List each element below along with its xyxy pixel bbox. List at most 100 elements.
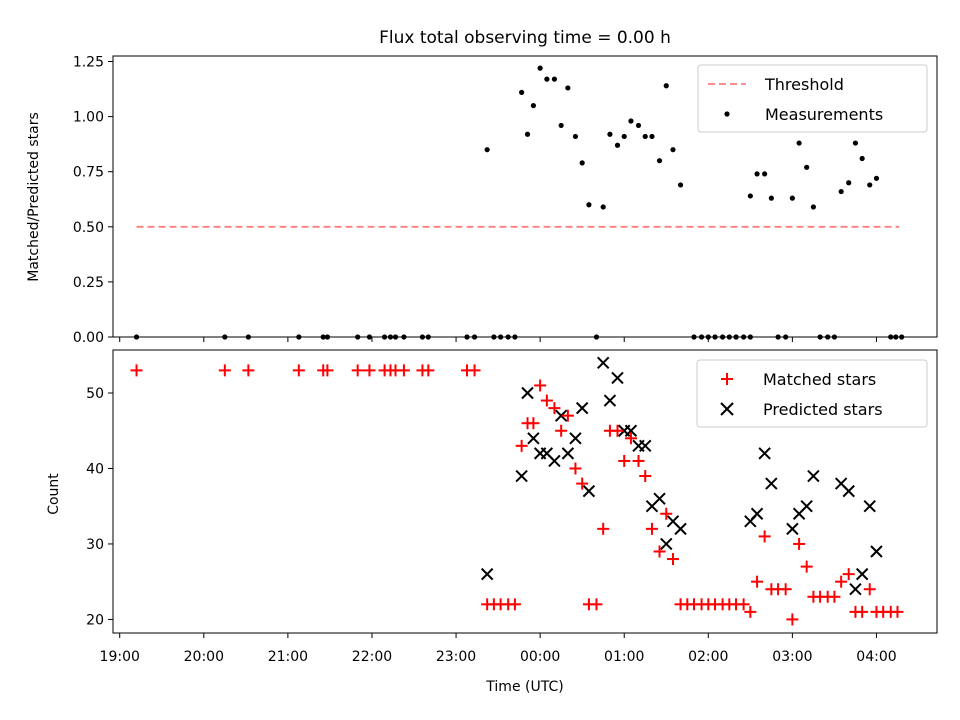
matched-star-point <box>800 560 813 573</box>
measurement-point <box>586 202 592 208</box>
predicted-star-point <box>521 386 534 400</box>
measurement-point <box>600 204 606 210</box>
measurement-point <box>614 142 621 148</box>
ratio-legend-box <box>697 64 928 133</box>
matched-star-point <box>515 439 528 452</box>
count-x-tick-label: 04:00 <box>856 649 896 665</box>
matched-star-point <box>218 364 231 377</box>
predicted-star-point <box>639 439 652 453</box>
predicted-star-point <box>603 394 617 407</box>
ratio-legend: Threshold Measurements <box>697 64 928 133</box>
measurement-point <box>796 140 802 146</box>
count-x-tick-label: 03:00 <box>772 649 812 665</box>
matched-star-point <box>645 522 658 535</box>
measurement-point <box>649 133 655 140</box>
matched-star-point <box>555 424 568 437</box>
matched-star-point <box>786 613 799 626</box>
matched-star-point <box>751 575 764 588</box>
count-x-tick-label: 21:00 <box>268 649 308 665</box>
matched-star-point <box>828 590 841 603</box>
matched-star-point <box>618 454 631 467</box>
measurement-point <box>838 188 844 195</box>
measurement-point <box>867 182 873 188</box>
measurement-point <box>524 131 531 137</box>
matched-star-point <box>548 402 561 415</box>
measurement-point <box>754 171 760 177</box>
matched-star-point <box>624 432 637 445</box>
predicted-star-point <box>569 432 582 445</box>
predicted-star-point <box>870 545 883 558</box>
ratio-y-tick-label: 0.50 <box>73 220 104 236</box>
matched-star-point <box>468 364 481 377</box>
matched-star-point <box>660 507 673 520</box>
ratio-panel: Flux total observing time = 0.00 h Match… <box>26 28 938 346</box>
measurement-point <box>768 195 774 201</box>
predicted-star-point <box>611 371 624 385</box>
matched-star-point <box>632 454 645 467</box>
count-x-tick-label: 22:00 <box>352 649 392 665</box>
measurement-point <box>551 76 558 82</box>
matched-star-point <box>758 530 771 543</box>
ratio-y-tick-label: 1.00 <box>73 110 104 126</box>
ratio-y-tick-label: 0.25 <box>73 275 104 291</box>
count-y-tick-label: 50 <box>86 386 104 402</box>
matched-star-point <box>321 364 334 377</box>
matched-star-point <box>891 605 904 618</box>
predicted-star-point <box>674 522 687 536</box>
matched-star-point <box>397 364 410 377</box>
matched-star-point <box>130 364 143 377</box>
legend-measurements-label: Measurements <box>765 105 883 124</box>
matched-star-point <box>835 575 848 588</box>
count-x-tick-label: 19:00 <box>100 649 140 665</box>
predicted-star-point <box>842 484 855 498</box>
measurement-point <box>762 171 768 177</box>
ratio-y-tick-label: 0.00 <box>73 330 104 346</box>
predicted-star-point <box>554 409 568 422</box>
count-x-tick-label: 01:00 <box>604 649 644 665</box>
measurement-point <box>628 118 634 124</box>
matched-star-point <box>534 379 547 392</box>
count-y-axis-label: Count <box>46 473 62 515</box>
matched-star-point <box>363 364 376 377</box>
count-x-tick-label: 23:00 <box>436 649 476 665</box>
predicted-star-point <box>807 469 820 483</box>
matched-star-point <box>653 545 666 558</box>
count-y-tick-label: 40 <box>86 461 104 477</box>
predicted-star-point <box>624 424 638 437</box>
predicted-star-point <box>849 583 862 596</box>
matched-star-point <box>779 583 792 596</box>
legend-threshold-label: Threshold <box>764 75 844 94</box>
legend-predicted-label: Predicted stars <box>763 400 883 419</box>
count-y-tick-label: 30 <box>86 537 104 553</box>
predicted-star-point <box>515 469 528 483</box>
predicted-star-point <box>855 567 869 581</box>
matched-star-point <box>611 424 624 437</box>
ratio-y-axis-label: Matched/Predicted stars <box>26 112 42 282</box>
matched-star-point <box>561 409 574 422</box>
measurement-point <box>519 89 525 95</box>
matched-star-point <box>842 568 855 581</box>
predicted-star-point <box>653 492 666 505</box>
count-x-tick-label: 00:00 <box>520 649 560 665</box>
predicted-star-point <box>750 507 764 520</box>
legend-matched-label: Matched stars <box>763 370 876 389</box>
predicted-star-points <box>480 356 883 596</box>
count-x-ticks: 19:00 20:00 21:00 22:00 23:00 00:00 01:00 02:00… <box>100 633 897 665</box>
matched-star-point <box>527 417 540 430</box>
measurement-point <box>747 193 753 199</box>
measurement-point <box>572 133 579 140</box>
matched-star-point <box>639 470 652 483</box>
predicted-star-point <box>758 447 771 460</box>
count-legend-box <box>696 359 928 428</box>
predicted-star-point <box>582 484 596 498</box>
predicted-star-point <box>786 522 799 536</box>
count-y-tick-label: 20 <box>86 612 104 628</box>
matched-star-point <box>856 605 869 618</box>
predicted-star-point <box>800 500 813 513</box>
measurement-point <box>846 180 852 186</box>
measurement-point <box>544 76 550 82</box>
ratio-y-ticks: 0.00 0.25 0.50 0.75 1.00 1.25 <box>73 55 113 346</box>
predicted-star-point <box>480 567 494 581</box>
measurement-point <box>677 182 684 188</box>
time-x-axis-label: Time (UTC) <box>485 679 563 695</box>
